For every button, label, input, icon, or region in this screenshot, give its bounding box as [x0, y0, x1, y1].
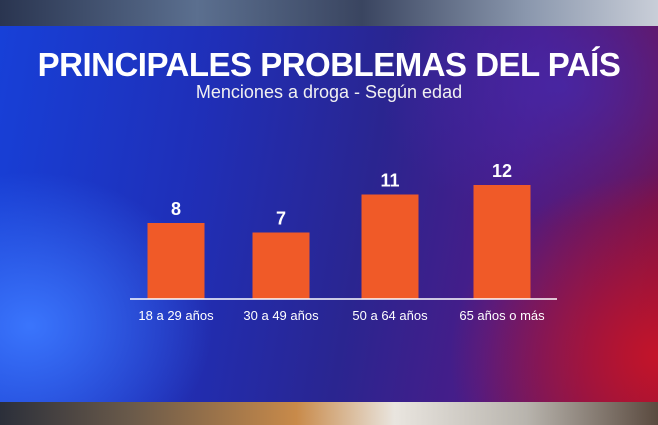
bar-value-label: 7	[276, 209, 286, 229]
bar-1	[147, 223, 205, 299]
x-tick-label: 50 a 64 años	[352, 308, 428, 323]
bar-value-label: 11	[380, 171, 399, 191]
bar-value-label: 12	[492, 161, 512, 181]
x-tick-label: 65 años o más	[459, 308, 545, 323]
background-top-strip	[0, 0, 658, 26]
x-tick-label: 30 a 49 años	[243, 308, 319, 323]
chart-panel	[0, 26, 658, 402]
x-tick-label: 18 a 29 años	[138, 308, 214, 323]
chart-title: PRINCIPALES PROBLEMAS DEL PAÍS	[37, 46, 621, 83]
background-bottom-strip	[0, 402, 658, 425]
bar-4	[473, 185, 531, 299]
chart-subtitle: Menciones a droga - Según edad	[195, 82, 463, 102]
bar-2	[252, 232, 310, 299]
bar-3	[361, 194, 419, 299]
bar-value-label: 8	[171, 199, 181, 219]
